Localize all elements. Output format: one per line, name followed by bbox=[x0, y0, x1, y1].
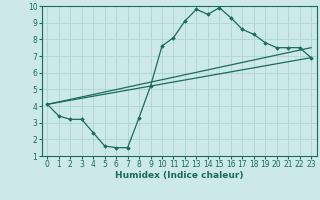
X-axis label: Humidex (Indice chaleur): Humidex (Indice chaleur) bbox=[115, 171, 244, 180]
